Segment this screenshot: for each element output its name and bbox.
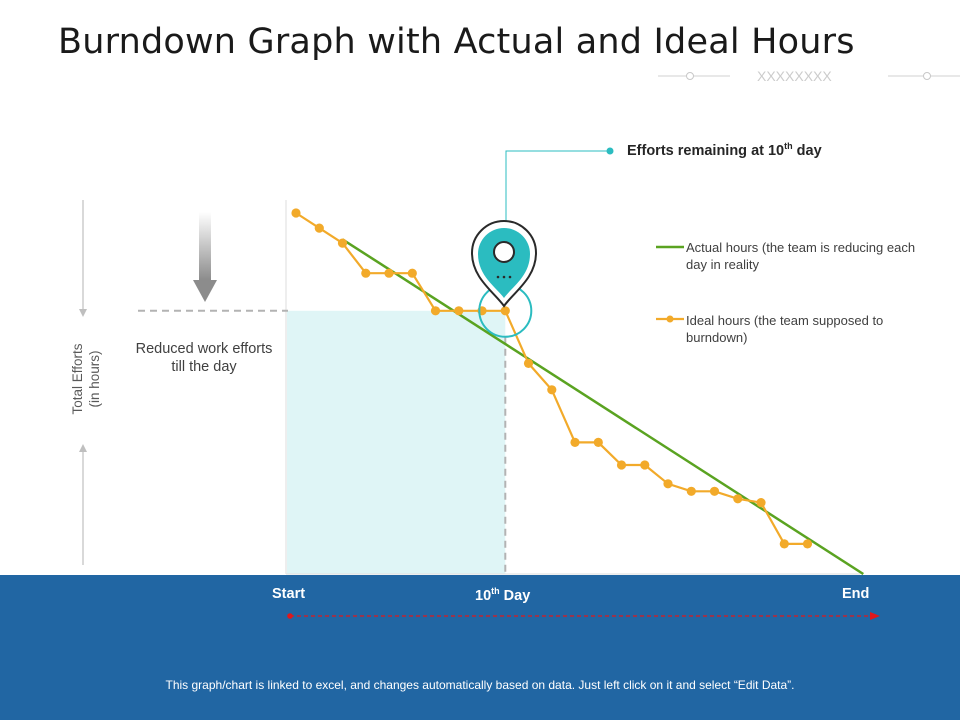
ideal-point — [709, 486, 720, 496]
timeline-arrow — [287, 612, 880, 620]
ideal-point — [454, 306, 464, 316]
ideal-point — [547, 385, 557, 395]
ideal-point — [384, 268, 394, 278]
timeline-footer — [0, 575, 960, 720]
y-axis-label: Total Efforts (in hours) — [70, 343, 102, 415]
title-decoration-crosses: XXXXXXXX — [757, 68, 832, 84]
x-tick-10th-day: 10th Day — [475, 586, 531, 604]
ideal-point — [756, 498, 766, 508]
ideal-point — [500, 306, 510, 316]
location-pin-icon — [470, 220, 538, 308]
ideal-point — [337, 238, 348, 248]
legend-actual-label: Actual hours (the team is reducing each … — [686, 240, 916, 272]
callout-leader-line — [505, 150, 607, 222]
reduced-effort-region — [287, 310, 506, 574]
reduced-effort-label: Reduced work efforts till the day — [135, 341, 273, 375]
ideal-point — [779, 539, 789, 549]
ideal-point — [593, 437, 603, 447]
ideal-point — [802, 539, 813, 549]
ideal-point — [570, 437, 580, 447]
ideal-point — [361, 268, 371, 278]
y-axis-up-arrow — [79, 444, 87, 565]
series-ideal-points — [291, 208, 813, 549]
down-arrow-icon — [193, 212, 217, 302]
legend-ideal-swatch — [656, 315, 684, 323]
ideal-point — [663, 479, 673, 489]
footnote: This graph/chart is linked to excel, and… — [165, 678, 795, 692]
ideal-point — [291, 208, 301, 218]
ideal-point — [733, 494, 743, 504]
ideal-point — [640, 460, 650, 470]
x-tick-start: Start — [272, 586, 306, 602]
title-decoration — [658, 72, 960, 80]
ideal-point — [407, 268, 417, 278]
x-tick-end: End — [842, 586, 870, 602]
series-actual-line — [341, 238, 864, 575]
legend-ideal-label: Ideal hours (the team supposed to burndo… — [686, 313, 884, 345]
ideal-point — [686, 486, 696, 496]
page-title: Burndown Graph with Actual and Ideal Hou… — [58, 22, 855, 62]
ideal-point — [430, 306, 441, 316]
ideal-point — [616, 460, 627, 470]
callout-dot — [606, 147, 614, 155]
burndown-chart — [79, 147, 864, 575]
ideal-point — [314, 223, 324, 233]
callout-title: Efforts remaining at 10th day — [627, 141, 822, 159]
ideal-point — [523, 358, 534, 368]
y-axis-down-arrow — [79, 200, 87, 317]
